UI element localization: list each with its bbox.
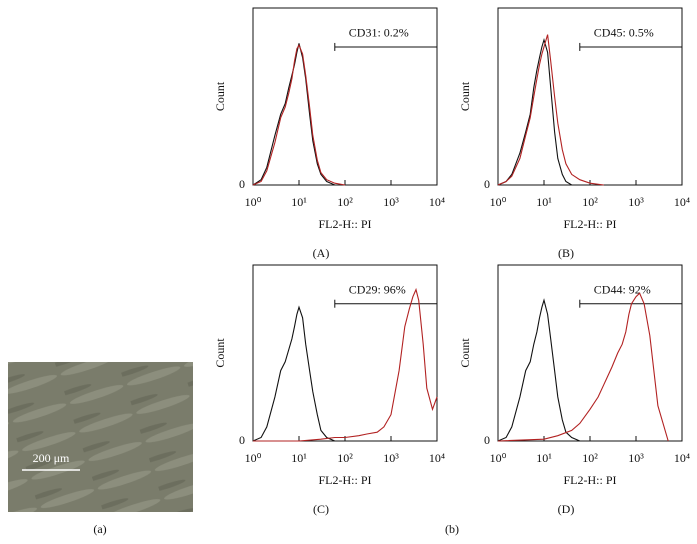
y-axis-label: Count — [213, 338, 227, 368]
x-tick-label: 10⁰ — [490, 195, 507, 209]
histogram-line — [252, 43, 345, 186]
y-axis-label: Count — [458, 81, 472, 111]
histogram-line — [252, 43, 346, 186]
histogram-line — [497, 34, 604, 186]
x-tick-label: 10³ — [383, 195, 399, 209]
x-axis-label: FL2-H:: PI — [563, 217, 616, 231]
plot-frame — [252, 7, 438, 186]
x-tick-label: 10⁰ — [490, 451, 507, 465]
x-tick-label: 10⁴ — [429, 195, 445, 209]
x-tick-label: 10² — [582, 195, 598, 209]
x-tick-label: 10¹ — [291, 451, 307, 465]
gate-label: CD31: 0.2% — [349, 26, 409, 40]
plot-frame — [252, 264, 438, 442]
x-axis-label: FL2-H:: PI — [563, 473, 616, 487]
plot-frame — [497, 264, 683, 442]
x-tick-label: 10² — [337, 195, 353, 209]
x-tick-label: 10⁰ — [245, 195, 262, 209]
x-tick-label: 10³ — [383, 451, 399, 465]
y-tick-label: 0 — [239, 433, 245, 447]
x-tick-label: 10⁴ — [674, 451, 690, 465]
histogram-line — [252, 305, 345, 442]
x-tick-label: 10⁴ — [429, 451, 445, 465]
x-tick-label: 10³ — [628, 451, 644, 465]
x-axis-label: FL2-H:: PI — [318, 473, 371, 487]
panel-label: (B) — [558, 246, 574, 260]
y-axis-label: Count — [213, 81, 227, 111]
gate-label: CD44: 92% — [594, 282, 651, 296]
x-tick-label: 10³ — [628, 195, 644, 209]
x-tick-label: 10⁰ — [245, 451, 262, 465]
x-tick-label: 10² — [337, 451, 353, 465]
image-label: (a) — [93, 522, 106, 536]
x-tick-label: 10¹ — [536, 195, 552, 209]
figure-label: (b) — [445, 522, 459, 536]
y-axis-label: Count — [458, 338, 472, 368]
x-axis-label: FL2-H:: PI — [318, 217, 371, 231]
histogram-line — [497, 298, 590, 442]
panel-label: (C) — [313, 502, 329, 516]
panel-label: (A) — [313, 246, 330, 260]
histogram-line — [497, 37, 590, 186]
plot-frame — [497, 7, 683, 186]
gate-label: CD29: 96% — [349, 282, 406, 296]
micrograph — [8, 362, 193, 512]
y-tick-label: 0 — [484, 177, 490, 191]
x-tick-label: 10¹ — [291, 195, 307, 209]
gate-label: CD45: 0.5% — [594, 26, 654, 40]
histogram-line — [253, 287, 438, 442]
panel-label: (D) — [558, 502, 575, 516]
histogram-line — [497, 292, 669, 442]
x-tick-label: 10² — [582, 451, 598, 465]
y-tick-label: 0 — [239, 177, 245, 191]
y-tick-label: 0 — [484, 433, 490, 447]
scale-bar-label: 200 μm — [33, 451, 70, 465]
x-tick-label: 10⁴ — [674, 195, 690, 209]
x-tick-label: 10¹ — [536, 451, 552, 465]
